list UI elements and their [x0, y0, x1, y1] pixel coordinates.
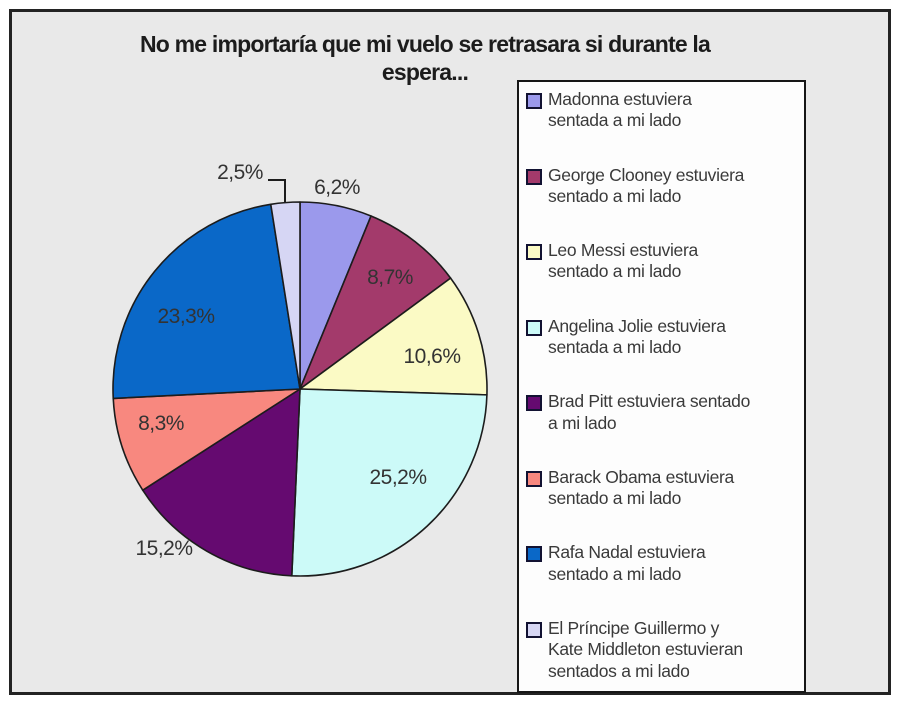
legend-item: Barack Obama estuviera sentado a mi lado [524, 467, 800, 510]
pie-slice-label-1: 6,2% [314, 176, 360, 199]
legend-swatch-icon [526, 168, 542, 185]
legend-item-line: Angelina Jolie estuviera [548, 315, 726, 336]
legend-item-label: Barack Obama estuviera sentado a mi lado [548, 467, 798, 510]
legend-item-line: El Príncipe Guillermo y [548, 617, 720, 638]
legend-item: Brad Pitt estuviera sentado a mi lado [524, 391, 800, 434]
legend-item-label: Angelina Jolie estuviera sentada a mi lad… [548, 316, 798, 359]
chart-title: No me importaría que mi vuelo se retrasa… [60, 30, 790, 86]
legend-swatch-icon [526, 470, 542, 487]
legend-item-line: Kate Middleton estuvieran [548, 639, 743, 660]
legend-swatch-icon [526, 244, 542, 261]
legend-swatch-icon [526, 319, 542, 336]
pie-slice-label-8: 2,5% [217, 161, 263, 184]
legend: Madonna estuviera sentada a mi lado George… [517, 80, 806, 693]
legend-item-line: sentada a mi lado [548, 110, 682, 131]
legend-swatch-icon [526, 621, 542, 638]
legend-item-line: sentado a mi lado [548, 185, 682, 206]
legend-item-label: Rafa Nadal estuviera sentado a mi lado [548, 542, 798, 585]
pie-slice-6 [112, 388, 301, 491]
pie-slice-7 [112, 203, 301, 400]
legend-item: El Príncipe Guillermo y Kate Middleton es… [524, 618, 800, 682]
pie-slice-label-2: 8,7% [367, 266, 413, 289]
pie-slice-label-7: 23,3% [157, 305, 214, 328]
legend-item-line: George Clooney estuviera [548, 164, 745, 185]
legend-item: George Clooney estuviera sentado a mi lad… [524, 165, 800, 208]
pie-slice-label-6: 8,3% [138, 412, 184, 435]
legend-item-line: Barack Obama estuviera [548, 466, 734, 487]
legend-item: Rafa Nadal estuviera sentado a mi lado [524, 542, 800, 585]
legend-swatch-icon [526, 93, 542, 109]
legend-item-label: Leo Messi estuviera sentado a mi lado [548, 240, 798, 283]
pie-slice-2 [299, 215, 452, 390]
legend-item-label: George Clooney estuviera sentado a mi lad… [548, 165, 798, 208]
pie-slice-5 [141, 388, 301, 577]
legend-item-label: Madonna estuviera sentada a mi lado [548, 89, 798, 132]
legend-item-line: sentada a mi lado [548, 337, 682, 358]
legend-swatch-icon [526, 546, 542, 563]
legend-item-label: Brad Pitt estuviera sentado a mi lado [548, 391, 798, 434]
legend-item-label: El Príncipe Guillermo y Kate Middleton es… [548, 618, 798, 682]
legend-item-line: a mi lado [548, 412, 617, 433]
pie-slice-3 [299, 277, 488, 396]
legend-item: Madonna estuviera sentada a mi lado [524, 89, 800, 132]
legend-item-line: Leo Messi estuviera [548, 240, 698, 261]
legend-item-line: Brad Pitt estuviera sentado [548, 391, 751, 412]
pie-slice-4 [290, 388, 488, 577]
legend-item-line: Madonna estuviera [548, 89, 692, 109]
legend-swatch-icon [526, 395, 542, 412]
pie-slice-label-5: 15,2% [135, 537, 192, 560]
chart-title-line2: espera... [381, 59, 469, 86]
callout-line [268, 179, 286, 203]
legend-item-line: sentado a mi lado [548, 261, 682, 282]
legend-item: Leo Messi estuviera sentado a mi lado [524, 240, 800, 283]
pie-slice-label-3: 10,6% [403, 345, 460, 368]
legend-item-line: sentado a mi lado [548, 488, 682, 509]
chart-title-line1: No me importaría que mi vuelo se retrasa… [139, 31, 711, 57]
legend-item-line: sentados a mi lado [548, 660, 690, 681]
pie-slice-label-4: 25,2% [369, 466, 426, 489]
legend-item: Angelina Jolie estuviera sentada a mi lad… [524, 316, 800, 359]
legend-item-line: sentado a mi lado [548, 563, 682, 584]
legend-item-line: Rafa Nadal estuviera [548, 542, 706, 563]
